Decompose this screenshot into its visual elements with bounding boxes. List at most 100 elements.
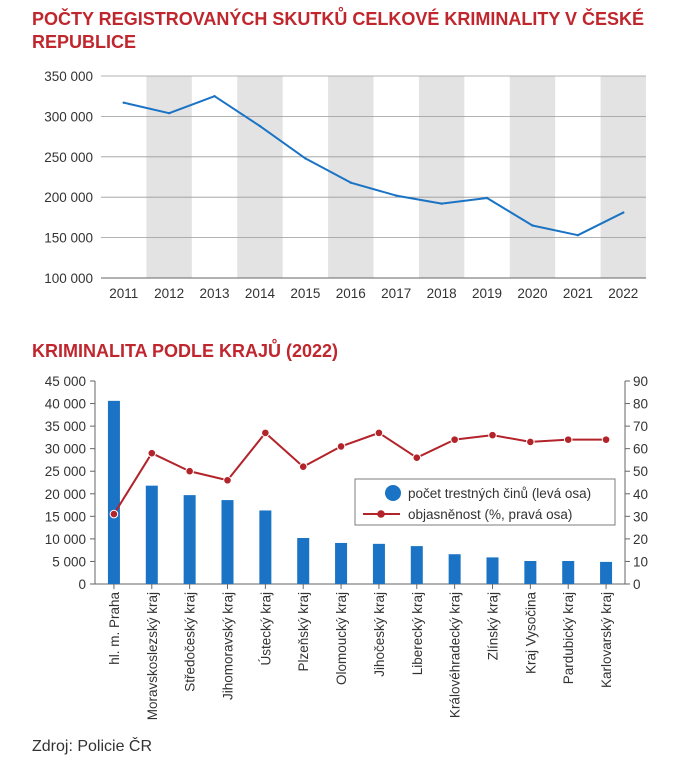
x-tick-label: Liberecký kraj bbox=[410, 592, 425, 675]
bar bbox=[372, 543, 385, 584]
column-shade bbox=[600, 76, 646, 278]
y-tick-label-right: 90 bbox=[633, 374, 648, 389]
data-point bbox=[395, 194, 398, 197]
series-line bbox=[123, 95, 624, 237]
x-tick-label: 2020 bbox=[517, 286, 547, 301]
y-tick-label-right: 80 bbox=[633, 397, 648, 412]
data-point bbox=[147, 448, 157, 458]
x-tick-label: 2015 bbox=[290, 286, 320, 301]
data-point bbox=[563, 435, 573, 444]
data-point bbox=[622, 211, 625, 214]
legend-marker-bars bbox=[385, 485, 401, 501]
y-tick-label-right: 40 bbox=[633, 487, 648, 502]
data-point bbox=[526, 437, 535, 447]
data-point bbox=[261, 428, 270, 438]
data-point bbox=[336, 442, 346, 451]
bar bbox=[448, 554, 461, 584]
chart1-svg: 350 000 300 000 250 000 200 000 150 000 100 0… bbox=[44, 69, 646, 301]
x-tick-label: Jihočeský kraj bbox=[372, 592, 387, 677]
data-point bbox=[223, 475, 232, 485]
y-tick-label-right: 0 bbox=[633, 577, 641, 592]
legend: počet trestných činů (levá osa) objasněno… bbox=[354, 478, 616, 526]
bar bbox=[297, 537, 310, 584]
y-tick-label-left: 25 000 bbox=[45, 464, 86, 479]
y-tick-label-left: 35 000 bbox=[45, 419, 86, 434]
y-tick-label-right: 20 bbox=[633, 532, 648, 547]
x-tick-label: Zlínský kraj bbox=[486, 592, 501, 660]
legend-label-line: objasněnost (%, pravá osa) bbox=[408, 507, 572, 522]
x-tick-label: hl. m. Praha bbox=[107, 592, 122, 665]
y-tick-label: 350 000 bbox=[44, 69, 93, 84]
source-note: Zdroj: Policie ČR bbox=[32, 738, 153, 755]
x-tick-label: 2014 bbox=[245, 286, 276, 301]
x-tick-label: Královéhradecký kraj bbox=[448, 592, 463, 718]
y-tick-label-right: 70 bbox=[633, 419, 648, 434]
y-tick-label-right: 60 bbox=[633, 442, 648, 457]
data-point bbox=[185, 466, 194, 476]
bar bbox=[524, 560, 537, 584]
x-tick-label: 2018 bbox=[427, 286, 457, 301]
x-tick-label: 2012 bbox=[154, 286, 184, 301]
y-tick-label: 150 000 bbox=[44, 231, 93, 246]
x-tick-label: Pardubický kraj bbox=[561, 592, 576, 684]
y-tick-label: 300 000 bbox=[44, 109, 93, 124]
y-tick-label: 200 000 bbox=[44, 190, 93, 205]
y-tick-label-left: 10 000 bbox=[45, 532, 86, 547]
bar bbox=[183, 495, 196, 584]
y-tick-label-left: 20 000 bbox=[45, 487, 86, 502]
bar bbox=[600, 561, 613, 584]
y-tick-label-right: 30 bbox=[633, 509, 648, 524]
y-tick-label-left: 30 000 bbox=[45, 442, 86, 457]
x-tick-label: 2013 bbox=[200, 286, 230, 301]
y-tick-label-right: 50 bbox=[633, 464, 648, 479]
bar bbox=[221, 500, 234, 584]
y-tick-label-right: 10 bbox=[633, 554, 648, 569]
y-tick-label-left: 15 000 bbox=[45, 509, 86, 524]
y-tick-label: 100 000 bbox=[44, 271, 93, 286]
bar bbox=[335, 542, 348, 584]
data-point bbox=[440, 202, 443, 205]
y-tick-label-left: 40 000 bbox=[45, 397, 86, 412]
bar bbox=[562, 560, 575, 584]
data-point bbox=[576, 233, 580, 237]
data-point bbox=[304, 157, 307, 160]
x-tick-label: Kraj Vysočina bbox=[523, 592, 538, 675]
column-shade bbox=[328, 76, 374, 278]
data-point bbox=[488, 430, 497, 440]
chart2-title: KRIMINALITA PODLE KRAJŮ (2022) bbox=[32, 341, 339, 361]
bar bbox=[486, 557, 499, 584]
x-tick-label: Olomoucký kraj bbox=[334, 592, 349, 685]
x-tick-label: Středočeský kraj bbox=[183, 592, 198, 692]
data-point bbox=[213, 95, 216, 98]
x-tick-label: Jihomoravský kraj bbox=[221, 592, 236, 700]
data-point bbox=[601, 435, 611, 444]
y-tick-label-left: 0 bbox=[78, 577, 86, 592]
data-point bbox=[485, 196, 489, 200]
chart2-svg: 45 000 40 000 35 000 30 000 25 000 20 000 15 0… bbox=[45, 374, 648, 720]
y-tick-label-left: 5 000 bbox=[52, 554, 86, 569]
x-tick-label: Moravskoslezský kraj bbox=[145, 592, 160, 720]
bar bbox=[259, 510, 272, 584]
x-tick-label: 2019 bbox=[472, 286, 502, 301]
legend-label-bars: počet trestných činů (levá osa) bbox=[408, 486, 591, 501]
data-point bbox=[349, 181, 352, 184]
column-shade bbox=[509, 76, 556, 278]
x-tick-label: Ústecký kraj bbox=[258, 592, 273, 666]
data-point bbox=[258, 124, 262, 128]
legend-box bbox=[354, 478, 616, 526]
y-tick-label: 250 000 bbox=[44, 150, 93, 165]
x-tick-label: Plzeňský kraj bbox=[296, 592, 311, 672]
data-point bbox=[450, 435, 459, 444]
data-point bbox=[412, 453, 422, 462]
column-shade bbox=[418, 76, 465, 278]
data-point bbox=[531, 224, 534, 227]
x-tick-label: 2022 bbox=[608, 286, 638, 301]
bar bbox=[410, 546, 423, 584]
column-shade bbox=[237, 76, 283, 278]
x-tick-label: 2021 bbox=[563, 286, 593, 301]
x-tick-label: 2017 bbox=[381, 286, 411, 301]
data-point bbox=[298, 462, 308, 472]
series-line bbox=[113, 431, 607, 515]
legend-marker-dot bbox=[377, 510, 385, 518]
data-point bbox=[122, 101, 125, 104]
